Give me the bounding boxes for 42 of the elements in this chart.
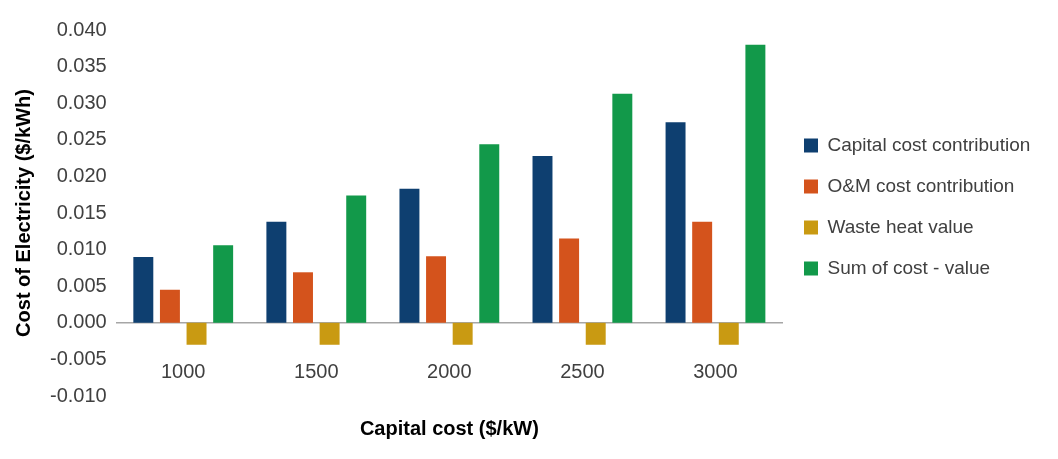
x-tick-label: 1000 [160, 360, 206, 383]
bar [213, 245, 234, 323]
bar [692, 221, 713, 323]
y-tick-label: 0.005 [56, 273, 107, 296]
bar [532, 155, 553, 323]
y-tick-label: 0.035 [56, 54, 107, 77]
bar [399, 188, 420, 323]
x-tick-label: 2000 [427, 360, 472, 383]
y-tick-label: 0.000 [56, 310, 107, 333]
bar [612, 93, 633, 323]
x-axis-title: Capital cost ($/kW) [359, 416, 539, 439]
y-tick-label: 0.025 [56, 127, 107, 150]
legend-label: O&M cost contribution [827, 174, 1015, 196]
bar [293, 272, 313, 323]
bar [133, 256, 154, 323]
y-tick-label: 0.010 [56, 237, 107, 260]
bar [186, 322, 207, 345]
legend-label: Waste heat value [827, 215, 974, 237]
y-tick-label: -0.010 [49, 383, 107, 406]
legend-label: Sum of cost - value [827, 256, 991, 278]
y-tick-label: -0.005 [49, 346, 107, 369]
bar [665, 122, 686, 323]
y-tick-label: 0.040 [56, 17, 107, 40]
y-tick-label: 0.030 [56, 90, 107, 113]
x-tick-label: 3000 [693, 360, 738, 383]
bar [159, 289, 180, 323]
bar [266, 221, 287, 323]
y-tick-label: 0.015 [56, 200, 107, 223]
bar [319, 322, 340, 345]
bar [426, 256, 447, 323]
bar [559, 238, 580, 323]
y-axis-title: Cost of Electricity ($/kWh) [11, 89, 34, 337]
bar [745, 44, 766, 323]
bar [585, 322, 606, 345]
legend-label: Capital cost contribution [827, 133, 1031, 155]
bar [479, 144, 500, 323]
x-tick-label: 1500 [294, 360, 339, 383]
x-tick-label: 2500 [560, 360, 605, 383]
bar [452, 322, 473, 345]
bar [346, 195, 367, 323]
y-tick-label: 0.020 [56, 163, 107, 186]
bar [718, 322, 739, 345]
